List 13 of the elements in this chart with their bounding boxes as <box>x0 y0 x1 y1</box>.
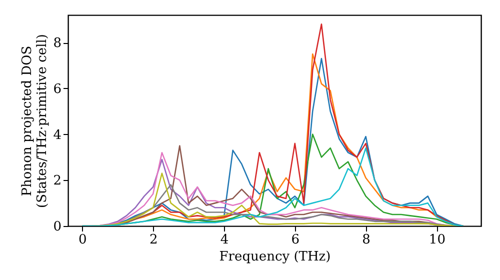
y-tick-label: 6 <box>53 82 62 97</box>
y-tick-label: 8 <box>53 36 62 52</box>
x-tick-label: 8 <box>362 232 370 248</box>
x-tick-label: 0 <box>78 232 87 248</box>
y-tick-label: 2 <box>53 174 62 189</box>
x-axis-title: Frequency (THz) <box>219 250 331 264</box>
x-tick-label: 10 <box>428 232 446 248</box>
y-axis-title: Phonon projected DOS (States/THz·primitive cell) <box>20 34 50 208</box>
y-tick-label: 0 <box>53 220 62 234</box>
x-tick-label: 6 <box>291 232 300 248</box>
x-tick-label: 2 <box>149 232 158 248</box>
y-tick-label: 4 <box>53 128 62 143</box>
x-tick-label: 4 <box>220 232 229 248</box>
